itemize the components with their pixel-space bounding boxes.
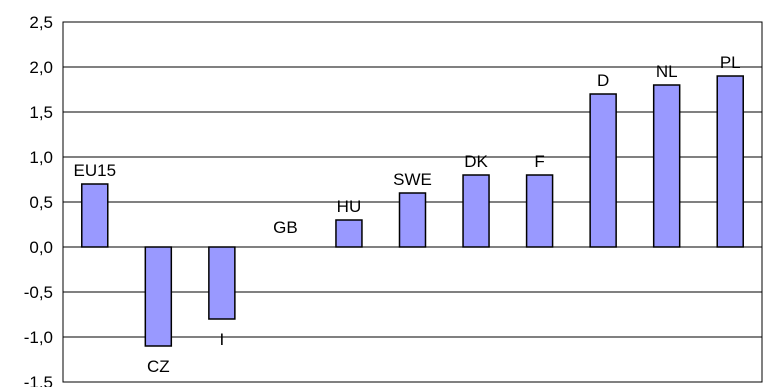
bar-label-hu: HU xyxy=(337,197,362,216)
bar-label-dk: DK xyxy=(464,152,488,171)
bar-hu xyxy=(335,219,363,248)
bar-label-d: D xyxy=(597,71,609,90)
y-tick-label: -1,5 xyxy=(24,373,53,387)
bar-labels: EU15 CZ I GB HU SWE DK F D NL PL xyxy=(74,53,741,376)
bar-f xyxy=(525,174,554,248)
bar-d xyxy=(589,93,617,248)
y-tick-label: 0,5 xyxy=(29,193,53,212)
bars xyxy=(81,75,744,347)
bar-i xyxy=(208,246,236,320)
y-tick-label: 2,5 xyxy=(29,13,53,32)
plot-area-frame xyxy=(62,21,763,383)
bar-dk xyxy=(462,174,490,248)
bar-nl xyxy=(652,84,681,248)
y-tick-label: 0,0 xyxy=(29,238,53,257)
y-tick-label: -1,0 xyxy=(24,328,53,347)
y-tick-label: -0,5 xyxy=(24,283,53,302)
y-tick-label: 1,0 xyxy=(29,148,53,167)
bar-label-eu15: EU15 xyxy=(74,161,117,180)
bar-cz xyxy=(144,246,173,347)
bar-pl xyxy=(716,75,744,248)
bar-label-swe: SWE xyxy=(393,170,432,189)
y-tick-label: 2,0 xyxy=(29,58,53,77)
y-tick-label: 1,5 xyxy=(29,103,53,122)
y-axis-tick-labels: 2,5 2,0 1,5 1,0 0,5 0,0 -0,5 -1,0 -1,5 xyxy=(24,13,53,387)
bar-label-gb: GB xyxy=(273,218,298,237)
bar-label-i: I xyxy=(219,330,224,349)
bar-label-nl: NL xyxy=(656,62,678,81)
bar-label-cz: CZ xyxy=(147,357,170,376)
bar-swe xyxy=(398,192,427,248)
bar-label-f: F xyxy=(534,152,544,171)
bar-label-pl: PL xyxy=(720,53,741,72)
bar-eu15 xyxy=(81,183,109,248)
